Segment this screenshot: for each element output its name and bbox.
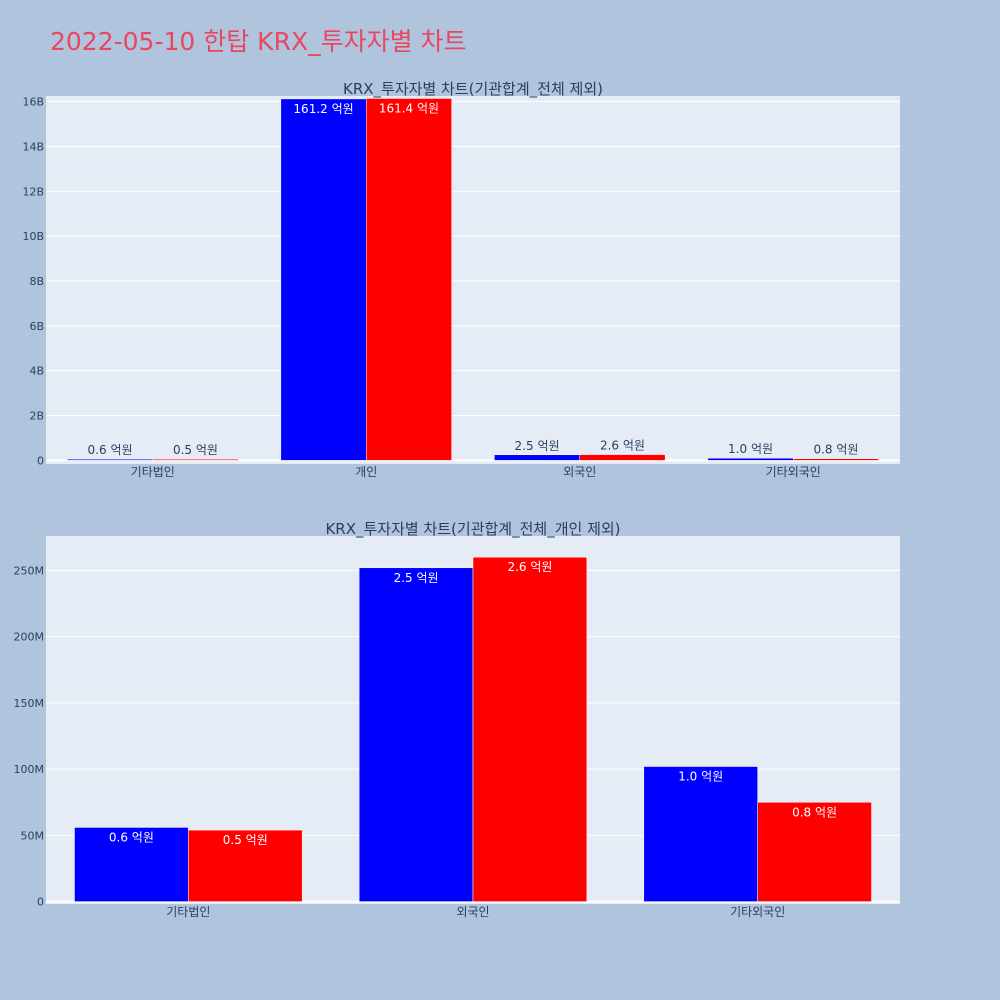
bar: [67, 458, 153, 461]
y-tick-label: 8B: [29, 275, 44, 288]
x-category-label: 기타법인: [166, 905, 210, 919]
x-category-label: 개인: [355, 465, 377, 479]
bar-data-label: 2.6 억원: [507, 560, 552, 574]
y-tick-label: 2B: [29, 410, 44, 423]
y-tick-label: 6B: [29, 320, 44, 333]
bar-data-label: 0.6 억원: [88, 443, 133, 457]
y-tick-label: 14B: [22, 140, 44, 153]
y-tick-label: 4B: [29, 365, 44, 378]
y-tick-label: 50M: [21, 829, 45, 842]
chart-bottom: KRX_투자자별 차트(기관합계_전체_개인 제외) 0 50M 100M 150M 20…: [14, 520, 900, 919]
y-tick-label: 0: [37, 454, 44, 467]
bar-data-label: 161.4 억원: [379, 101, 439, 115]
y-tick-label: 16B: [22, 96, 44, 109]
y-tick-label: 10B: [22, 230, 44, 243]
y-tick-label: 250M: [14, 564, 45, 577]
bar: [152, 458, 239, 461]
x-category-label: 기타외국인: [766, 465, 821, 479]
plot-area: [46, 96, 900, 464]
bar-data-label: 0.8 억원: [792, 805, 837, 819]
x-category-label: 기타외국인: [730, 905, 785, 919]
bar: [707, 457, 794, 461]
x-category-label: 외국인: [563, 465, 596, 479]
y-tick-label: 0: [37, 896, 44, 909]
bar: [793, 458, 879, 461]
bar-data-label: 0.8 억원: [813, 443, 858, 457]
bar: [643, 766, 758, 902]
bar: [494, 454, 581, 461]
bar: [188, 829, 303, 902]
bar-data-label: 161.2 억원: [293, 102, 353, 116]
chart-title: KRX_투자자별 차트(기관합계_전체_개인 제외): [325, 520, 620, 539]
y-tick-label: 100M: [14, 763, 45, 776]
x-category-label: 기타법인: [131, 465, 175, 479]
chart-title: KRX_투자자별 차트(기관합계_전체 제외): [343, 80, 603, 99]
bar-data-label: 2.6 억원: [600, 439, 645, 453]
bar-data-label: 1.0 억원: [728, 442, 773, 456]
bar-data-label: 0.5 억원: [223, 833, 268, 847]
y-tick-label: 200M: [14, 631, 45, 644]
bar: [280, 98, 367, 461]
page-title: 2022-05-10 한탑 KRX_투자자별 차트: [50, 27, 467, 56]
x-category-label: 외국인: [456, 905, 489, 919]
y-tick-label: 12B: [22, 185, 44, 198]
bar: [472, 556, 588, 902]
bar-data-label: 2.5 억원: [394, 571, 439, 585]
chart-top: KRX_투자자별 차트(기관합계_전체 제외) 0 2B 4B 6B 8B 10B 12B 14…: [22, 80, 900, 479]
bar: [358, 567, 474, 902]
y-tick-label: 150M: [14, 697, 45, 710]
bar: [366, 98, 452, 461]
bar-data-label: 2.5 억원: [515, 439, 560, 453]
bar: [579, 454, 666, 461]
bar-data-label: 0.6 억원: [109, 830, 154, 844]
bar-data-label: 0.5 억원: [173, 443, 218, 457]
bar-data-label: 1.0 억원: [678, 769, 723, 783]
bar: [757, 802, 872, 902]
